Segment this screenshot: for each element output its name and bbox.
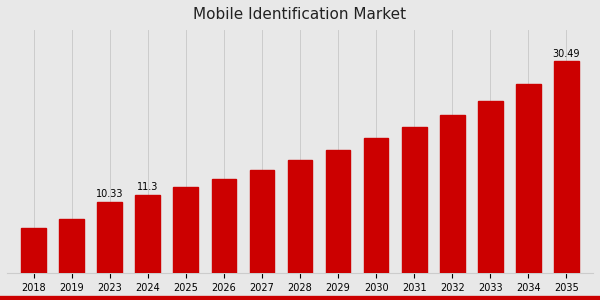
Bar: [173, 187, 198, 273]
Bar: [136, 195, 160, 273]
Bar: [97, 202, 122, 273]
Bar: [402, 128, 427, 273]
Bar: [516, 84, 541, 273]
Bar: [250, 170, 274, 273]
Title: Mobile Identification Market: Mobile Identification Market: [193, 7, 407, 22]
Text: 10.33: 10.33: [96, 189, 124, 199]
Bar: [59, 219, 84, 273]
Bar: [326, 150, 350, 273]
Text: 30.49: 30.49: [553, 49, 580, 58]
Bar: [478, 101, 503, 273]
Bar: [554, 61, 579, 273]
Bar: [440, 115, 464, 273]
Bar: [287, 160, 313, 273]
Bar: [212, 179, 236, 273]
Text: 11.3: 11.3: [137, 182, 158, 192]
Bar: [364, 139, 388, 273]
Bar: [21, 228, 46, 273]
